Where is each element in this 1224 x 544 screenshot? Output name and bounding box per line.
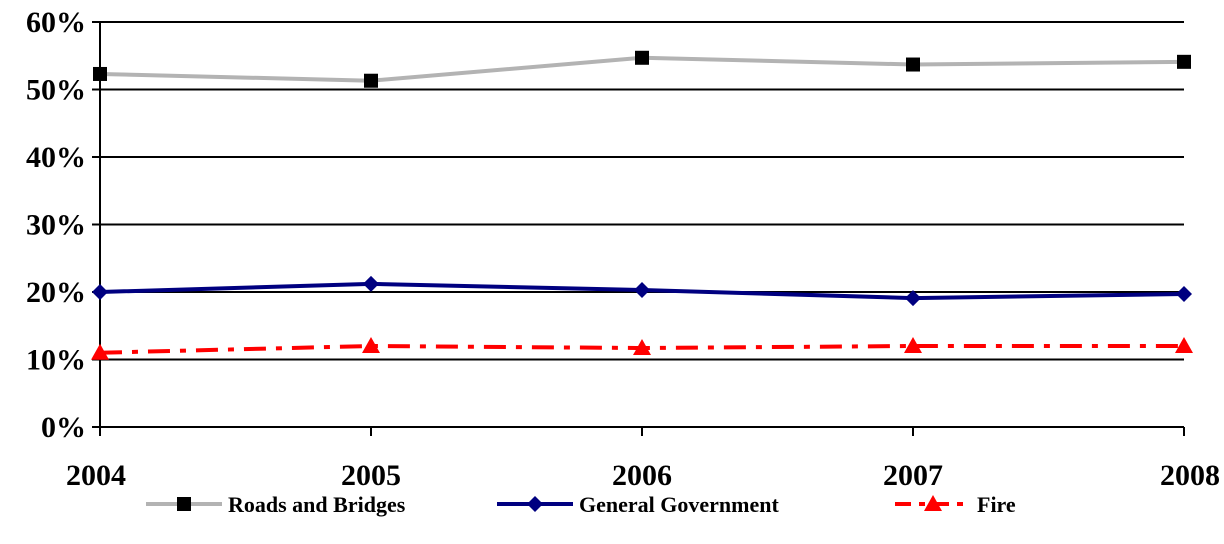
legend-swatch-marker bbox=[924, 495, 942, 511]
y-tick-label: 50% bbox=[26, 74, 86, 107]
y-tick-label: 30% bbox=[26, 209, 86, 242]
legend-item-roads-and-bridges: Roads and Bridges bbox=[146, 492, 406, 517]
legend-label: Fire bbox=[977, 492, 1016, 517]
data-point-general-government bbox=[634, 281, 650, 298]
legend-swatch-marker bbox=[527, 496, 543, 512]
axes bbox=[92, 21, 1185, 436]
y-tick-label: 60% bbox=[26, 6, 86, 39]
x-axis-tick-labels: 2004 2005 2006 2007 2008 bbox=[66, 459, 1220, 492]
y-tick-label: 0% bbox=[41, 411, 86, 444]
x-tick-label: 2007 bbox=[883, 459, 943, 492]
data-point-roads-and-bridges bbox=[635, 50, 649, 65]
legend-label: Roads and Bridges bbox=[228, 492, 406, 517]
y-tick-label: 40% bbox=[26, 141, 86, 174]
data-point-general-government bbox=[363, 275, 379, 292]
y-tick-label: 10% bbox=[26, 344, 86, 377]
legend-label: General Government bbox=[579, 492, 779, 517]
series-fire bbox=[91, 337, 1193, 360]
data-point-general-government bbox=[1176, 286, 1192, 303]
data-point-fire bbox=[362, 337, 380, 353]
legend-swatch-marker bbox=[177, 497, 191, 511]
data-point-roads-and-bridges bbox=[364, 73, 378, 88]
x-tick-label: 2005 bbox=[341, 459, 401, 492]
x-tick-label: 2004 bbox=[66, 459, 126, 492]
data-point-fire bbox=[633, 339, 651, 356]
data-point-fire bbox=[1175, 337, 1193, 353]
y-axis-tick-labels: 0% 10% 20% 30% 40% 50% 60% bbox=[26, 6, 86, 444]
data-point-roads-and-bridges bbox=[1177, 54, 1191, 69]
data-point-roads-and-bridges bbox=[906, 57, 920, 72]
data-point-fire bbox=[904, 337, 922, 353]
series bbox=[91, 50, 1193, 360]
legend-item-general-government: General Government bbox=[497, 492, 779, 517]
legend-item-fire: Fire bbox=[895, 492, 1016, 517]
data-point-fire bbox=[91, 343, 109, 360]
y-tick-label: 20% bbox=[26, 276, 86, 309]
series-roads-and-bridges bbox=[93, 50, 1191, 88]
data-point-roads-and-bridges bbox=[93, 66, 107, 81]
data-point-general-government bbox=[905, 290, 921, 307]
x-tick-label: 2008 bbox=[1160, 459, 1220, 492]
series-general-government bbox=[92, 275, 1192, 307]
data-point-general-government bbox=[92, 284, 108, 300]
gridlines bbox=[100, 21, 1184, 361]
x-tick-label: 2006 bbox=[612, 459, 672, 492]
legend: Roads and Bridges General Government Fire bbox=[146, 492, 1016, 517]
